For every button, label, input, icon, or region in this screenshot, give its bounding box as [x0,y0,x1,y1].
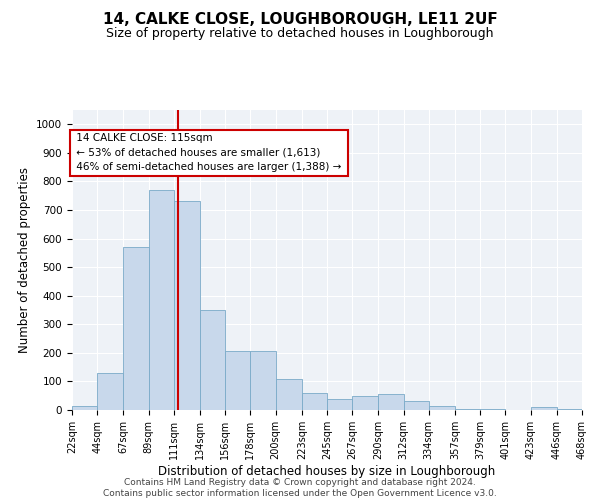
Bar [429,406,455,410]
Bar [327,398,352,410]
Bar [200,310,225,410]
Text: 14 CALKE CLOSE: 115sqm
 ← 53% of detached houses are smaller (1,613)
 46% of sem: 14 CALKE CLOSE: 115sqm ← 53% of detached… [73,133,345,172]
Bar [149,190,174,410]
Bar [250,352,275,410]
Y-axis label: Number of detached properties: Number of detached properties [17,167,31,353]
Bar [530,407,557,410]
Bar [124,247,149,410]
Bar [225,352,250,410]
Bar [275,378,302,410]
X-axis label: Distribution of detached houses by size in Loughborough: Distribution of detached houses by size … [158,464,496,477]
Bar [455,408,480,410]
Bar [72,406,97,410]
Text: Size of property relative to detached houses in Loughborough: Size of property relative to detached ho… [106,28,494,40]
Bar [480,409,505,410]
Bar [379,394,404,410]
Bar [352,396,379,410]
Text: Contains HM Land Registry data © Crown copyright and database right 2024.
Contai: Contains HM Land Registry data © Crown c… [103,478,497,498]
Bar [97,373,124,410]
Bar [404,402,429,410]
Text: 14, CALKE CLOSE, LOUGHBOROUGH, LE11 2UF: 14, CALKE CLOSE, LOUGHBOROUGH, LE11 2UF [103,12,497,28]
Bar [174,202,200,410]
Bar [302,393,327,410]
